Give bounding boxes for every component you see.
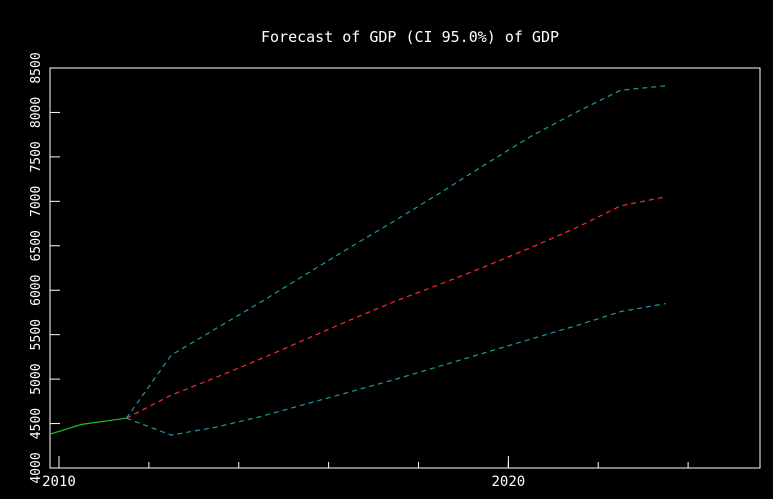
- y-tick-label: 5500: [29, 319, 44, 350]
- x-tick-label: 2020: [491, 474, 525, 490]
- chart-title: Forecast of GDP (CI 95.0%) of GDP: [261, 28, 559, 46]
- series-line-upper-ci: [125, 85, 666, 419]
- y-axis: 4000 4500 5000 5500 6000 6500 7000 7500 8000 8500: [29, 52, 60, 484]
- y-tick-label: 7000: [29, 186, 44, 217]
- y-tick-label: 6500: [29, 230, 44, 261]
- series-layer: [49, 85, 666, 436]
- y-tick-label: 4000: [29, 452, 44, 483]
- y-tick-label: 7500: [29, 141, 44, 172]
- x-axis: 2010 2020: [42, 456, 689, 490]
- plot-frame: [49, 67, 761, 469]
- y-tick-label: 8500: [29, 52, 44, 83]
- series-line-forecast: [126, 196, 666, 419]
- series-line-history: [49, 417, 127, 435]
- y-tick-label: 4500: [29, 408, 44, 439]
- x-tick-label: 2010: [42, 474, 76, 490]
- y-tick-label: 8000: [29, 97, 44, 128]
- y-tick-label: 5000: [29, 363, 44, 394]
- y-tick-label: 6000: [29, 275, 44, 306]
- series-line-lower-ci: [126, 303, 666, 436]
